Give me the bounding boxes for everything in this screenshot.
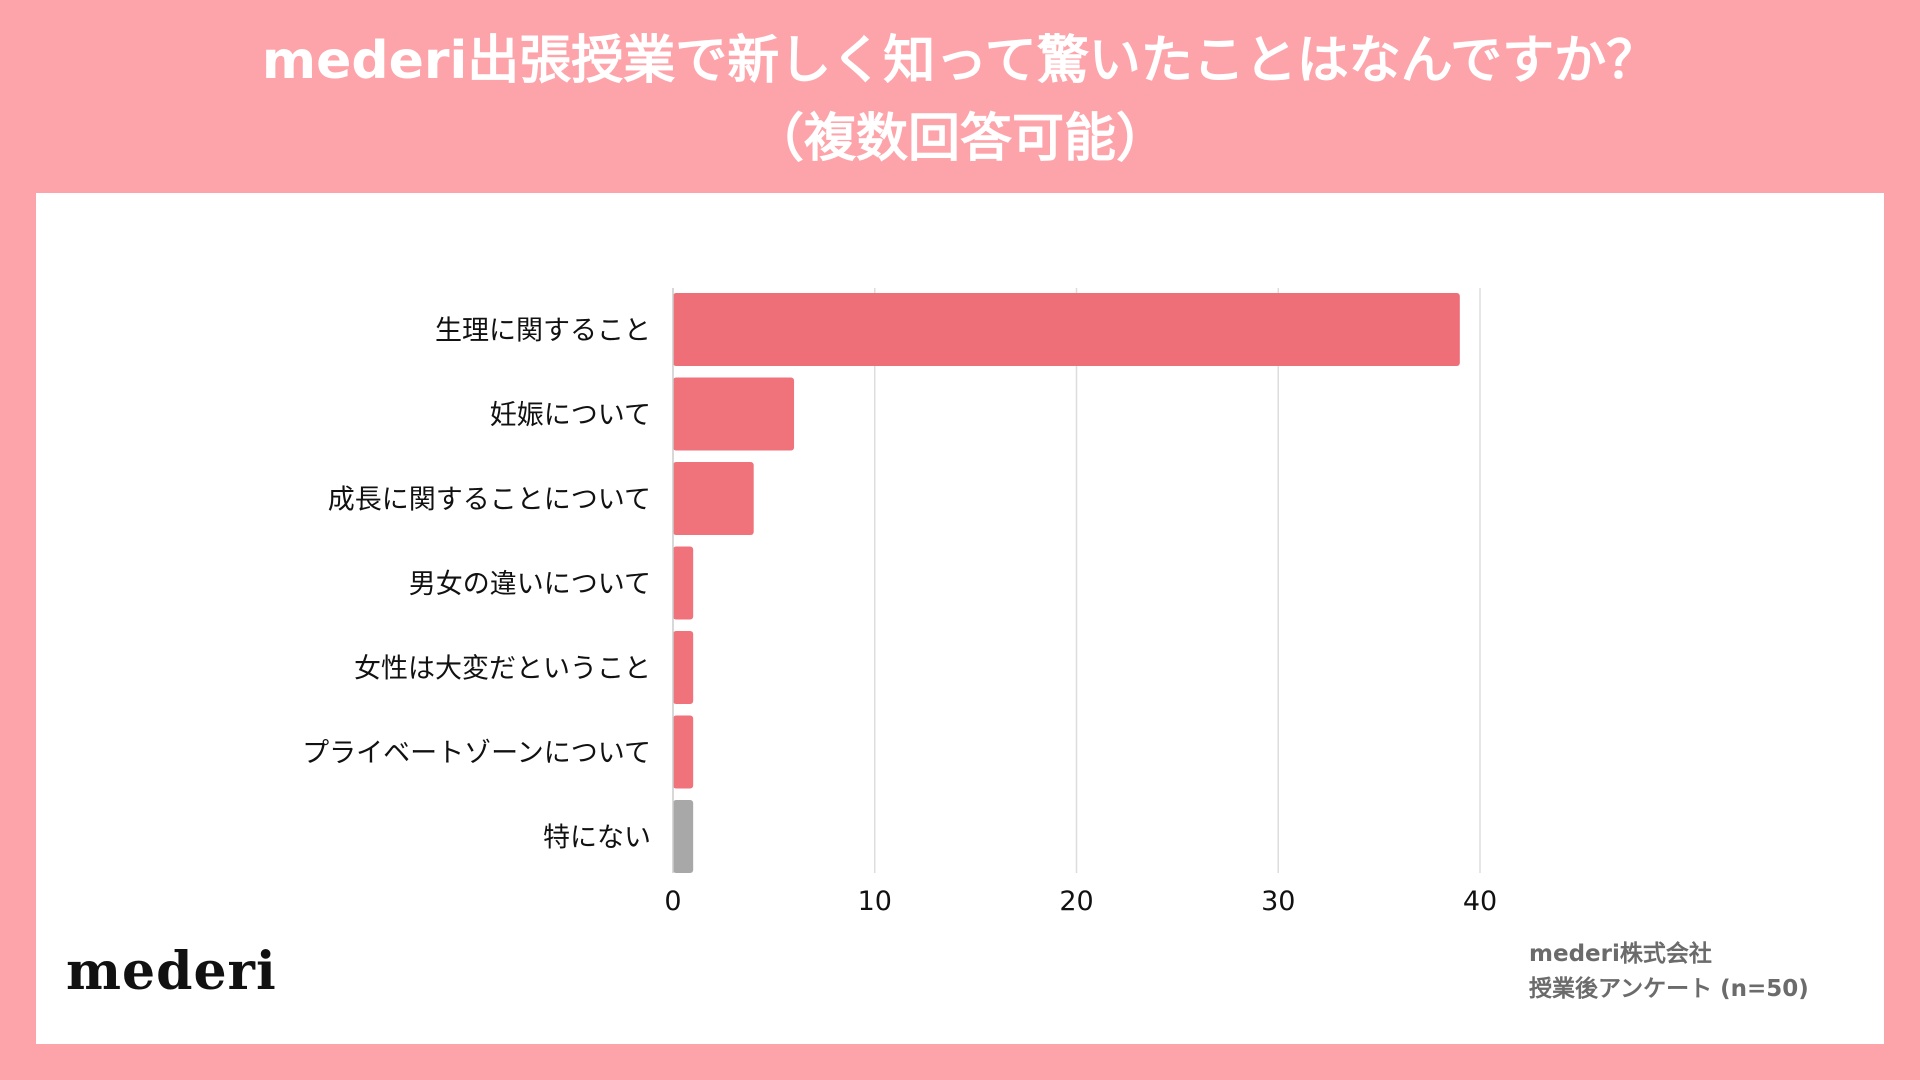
chart-title: mederi出張授業で新しく知って驚いたことはなんですか？ （複数回答可能）	[0, 22, 1920, 178]
mederi-logo: mederi	[66, 941, 277, 1002]
category-label-5: 女性は大変だということ	[354, 654, 651, 685]
x-tick-label-30: 30	[1261, 886, 1295, 917]
category-label-4: 男女の違いについて	[409, 569, 651, 600]
chart-panel: 生理に関すること妊娠について成長に関することについて男女の違いについて女性は大変…	[36, 193, 1884, 1044]
bar-4	[673, 546, 694, 620]
bar-3	[673, 462, 754, 535]
category-label-3: 成長に関することについて	[328, 485, 651, 516]
bar-6	[673, 715, 694, 789]
source-survey: 授業後アンケート (n=50)	[1529, 976, 1809, 1002]
x-tick-label-10: 10	[858, 886, 892, 917]
source-note: mederi株式会社 授業後アンケート (n=50)	[1529, 937, 1809, 1007]
category-label-6: プライベートゾーンについて	[302, 738, 651, 769]
category-label-2: 妊娠について	[490, 400, 651, 431]
category-label-1: 生理に関すること	[435, 316, 651, 347]
bar-7	[673, 800, 694, 873]
bar-5	[673, 631, 694, 704]
chart-title-line1: mederi出張授業で新しく知って驚いたことはなんですか？	[261, 31, 1659, 91]
category-label-7: 特にない	[543, 823, 651, 854]
source-company: mederi株式会社	[1529, 941, 1712, 967]
chart-title-line2: （複数回答可能）	[751, 109, 1168, 169]
x-tick-label-40: 40	[1463, 886, 1497, 917]
bar-2	[673, 377, 795, 451]
bar-chart: 生理に関すること妊娠について成長に関することについて男女の違いについて女性は大変…	[302, 288, 1497, 917]
x-tick-label-20: 20	[1059, 886, 1093, 917]
x-tick-label-0: 0	[664, 886, 681, 917]
bar-1	[673, 293, 1460, 366]
